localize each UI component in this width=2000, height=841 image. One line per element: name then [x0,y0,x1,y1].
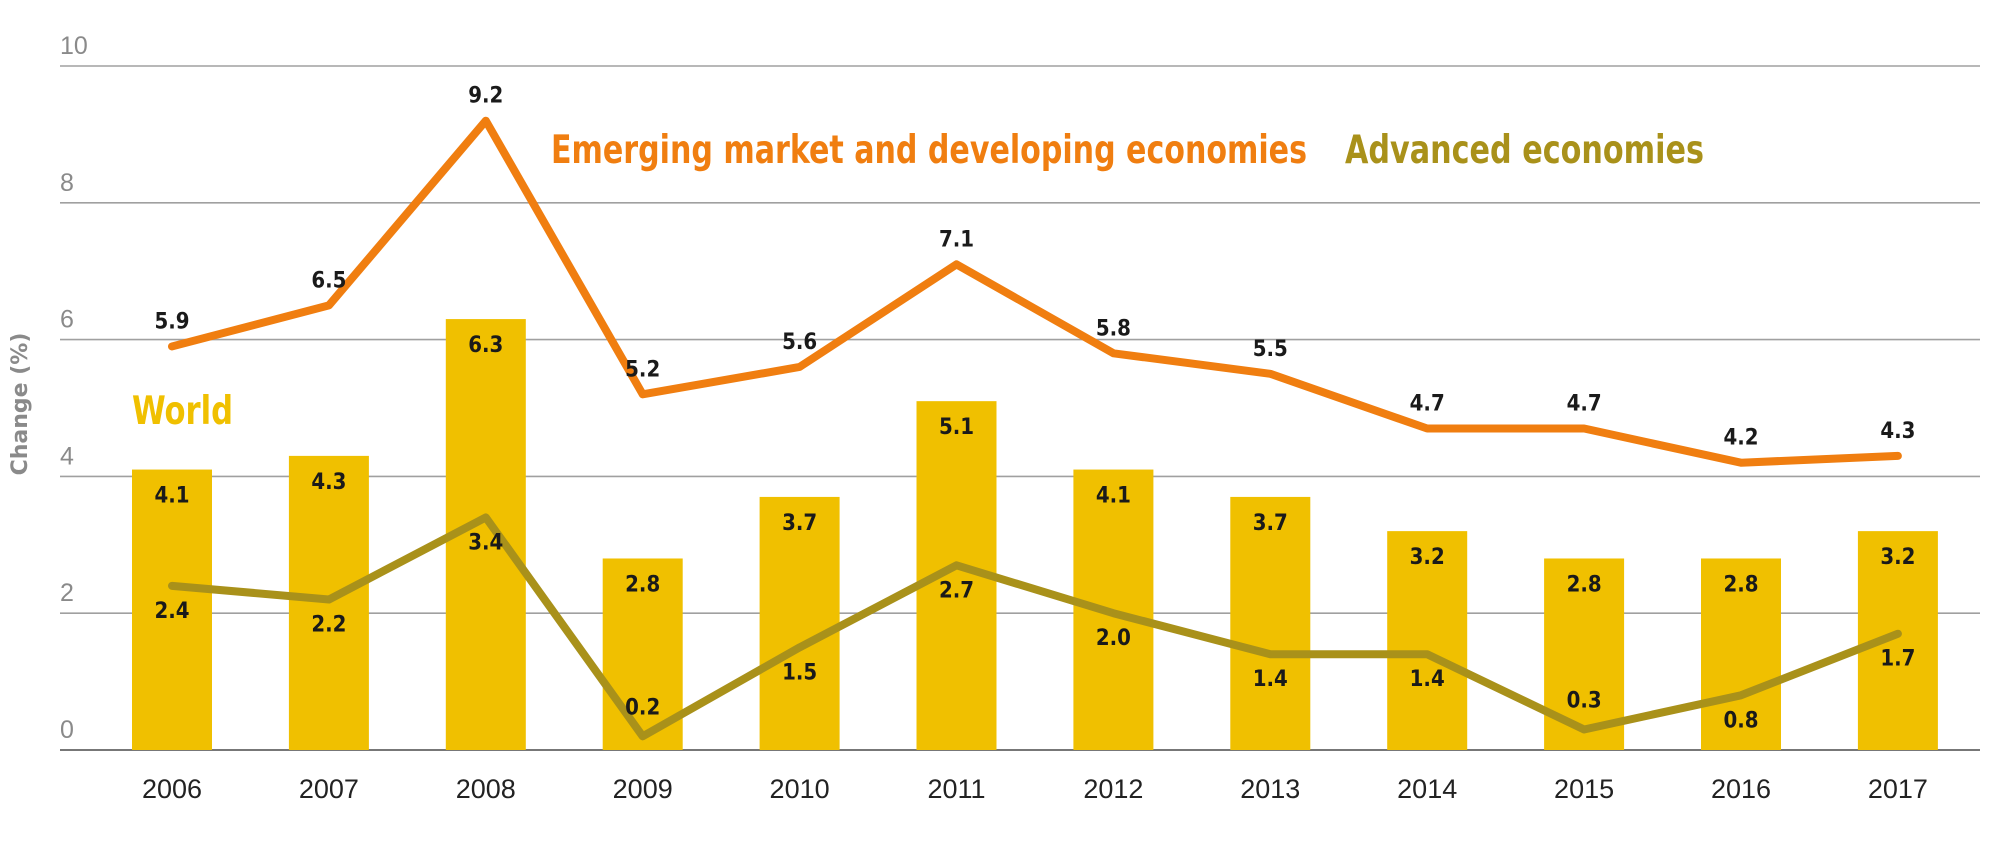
point-label-advanced-2009: 0.2 [625,695,660,720]
point-label-emerging-2009: 5.2 [625,357,660,382]
point-advanced-2006 [171,584,173,587]
point-label-advanced-2016: 0.8 [1723,708,1758,733]
y-tick-label-0: 0 [60,716,74,744]
point-label-emerging-2016: 4.2 [1723,426,1758,451]
point-emerging-2011 [955,263,958,266]
point-emerging-2017 [1896,454,1899,457]
y-tick-label-8: 8 [60,169,74,197]
bar-label-world-2006: 4.1 [154,484,189,509]
point-emerging-2007 [327,304,330,307]
grid-layer: 0 2 4 6 8 10 [60,32,1980,751]
bar-world-2014 [1387,531,1468,750]
line-emerging [168,116,1902,467]
legend-advanced: Advanced economies [1345,128,1704,173]
x-tick-label-2006: 2006 [142,774,202,804]
point-advanced-2010 [798,646,801,649]
point-advanced-2007 [327,598,330,601]
bar-label-world-2015: 2.8 [1567,572,1602,597]
x-tick-label-2013: 2013 [1240,774,1300,804]
point-advanced-2009 [641,735,644,738]
point-advanced-2014 [1426,653,1429,656]
bar-label-world-2017: 3.2 [1880,545,1915,570]
point-label-emerging-2014: 4.7 [1410,392,1445,417]
x-tick-label-2015: 2015 [1554,774,1614,804]
point-label-advanced-2015: 0.3 [1567,688,1602,713]
line-layer [168,116,1902,741]
point-advanced-2012 [1112,612,1115,615]
bar-world-2006 [132,469,212,750]
x-tick-label-2014: 2014 [1397,774,1457,804]
x-tick-label-2011: 2011 [927,774,985,804]
point-advanced-2008 [484,516,487,519]
x-tick-label-2010: 2010 [770,774,830,804]
bar-world-2013 [1230,496,1311,750]
bar-label-world-2007: 4.3 [311,470,346,495]
point-advanced-2013 [1269,653,1272,656]
point-label-emerging-2017: 4.3 [1880,419,1915,444]
point-emerging-2015 [1583,427,1586,430]
y-tick-label-4: 4 [60,442,74,470]
point-emerging-2010 [798,365,801,368]
point-label-advanced-2008: 3.4 [468,530,503,555]
point-label-advanced-2010: 1.5 [782,660,817,685]
bar-label-world-2013: 3.7 [1253,511,1288,536]
bar-label-world-2012: 4.1 [1096,484,1131,509]
x-tick-label-2017: 2017 [1868,774,1928,804]
point-advanced-2011 [955,564,958,567]
point-label-emerging-2015: 4.7 [1567,392,1602,417]
point-emerging-2008 [484,119,487,122]
point-label-emerging-2013: 5.5 [1253,337,1288,362]
point-label-advanced-2013: 1.4 [1253,667,1288,692]
label-layer: 2006 2007 2008 2009 2010 2011 2012 2013 2014 2015… [142,84,1928,804]
point-label-emerging-2008: 9.2 [468,84,503,109]
point-label-advanced-2011: 2.7 [939,578,974,603]
y-tick-label-6: 6 [60,306,74,334]
y-axis-title: Change (%) [8,333,33,476]
bar-layer [132,319,1938,750]
bar-label-world-2016: 2.8 [1723,572,1758,597]
point-advanced-2016 [1740,694,1742,697]
point-label-advanced-2017: 1.7 [1880,647,1915,672]
legend-emerging: Emerging market and developing economies [551,128,1307,173]
point-label-advanced-2007: 2.2 [311,613,346,638]
point-label-emerging-2010: 5.6 [782,330,817,355]
bar-world-2016 [1701,558,1781,750]
x-tick-label-2008: 2008 [456,774,516,804]
bar-label-world-2009: 2.8 [625,572,660,597]
line-advanced [168,513,1902,741]
point-emerging-2009 [641,393,644,396]
point-advanced-2015 [1583,728,1586,731]
point-emerging-2013 [1269,372,1272,375]
y-tick-label-10: 10 [60,32,88,60]
bar-label-world-2010: 3.7 [782,511,817,536]
bar-label-world-2014: 3.2 [1410,545,1445,570]
point-emerging-2014 [1426,427,1429,430]
point-label-advanced-2006: 2.4 [154,599,189,624]
point-emerging-2012 [1112,352,1115,355]
point-label-emerging-2011: 7.1 [939,227,974,252]
x-tick-label-2016: 2016 [1711,774,1771,804]
x-tick-label-2012: 2012 [1083,774,1143,804]
bar-label-world-2011: 5.1 [939,415,974,440]
point-label-advanced-2012: 2.0 [1096,626,1131,651]
legend-world: World [132,389,233,434]
point-label-emerging-2006: 5.9 [154,309,189,334]
point-label-advanced-2014: 1.4 [1410,667,1445,692]
bar-world-2010 [759,496,840,750]
bar-label-world-2008: 6.3 [468,333,503,358]
point-label-emerging-2012: 5.8 [1096,316,1131,341]
y-tick-label-2: 2 [60,579,74,607]
point-emerging-2006 [171,345,173,348]
point-emerging-2016 [1740,461,1742,464]
point-advanced-2017 [1896,632,1899,635]
x-tick-label-2007: 2007 [299,774,359,804]
point-label-emerging-2007: 6.5 [311,268,346,293]
x-tick-label-2009: 2009 [613,774,673,804]
